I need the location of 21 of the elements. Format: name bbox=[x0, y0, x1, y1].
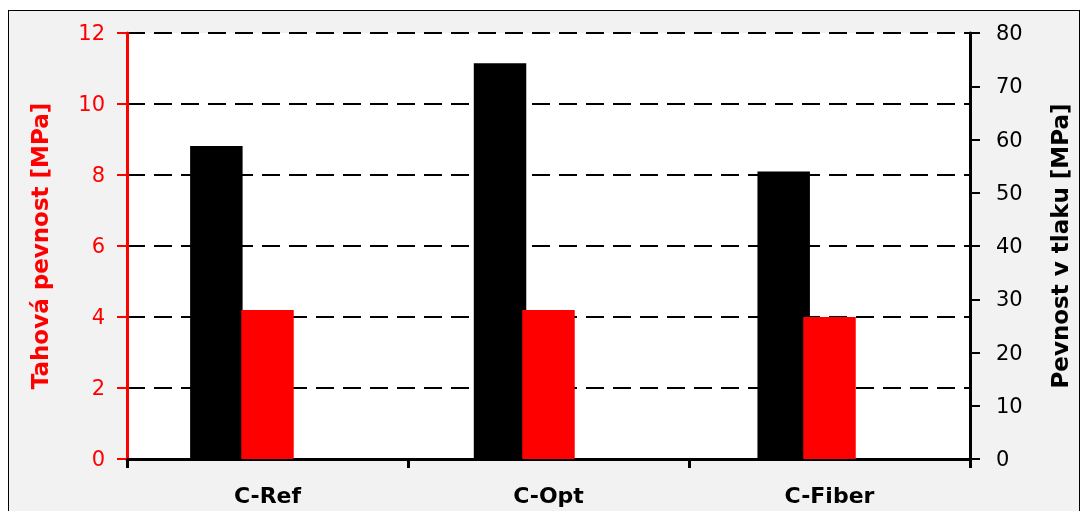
y-tick-label: 0 bbox=[91, 447, 105, 471]
x-tick-label: C-Ref bbox=[233, 482, 302, 508]
y2-tick-label: 80 bbox=[996, 21, 1023, 45]
x-tick-label: C-Fiber bbox=[784, 482, 875, 508]
y-tick-label: 8 bbox=[91, 163, 105, 187]
y2-tick-label: 20 bbox=[996, 340, 1023, 365]
x-tick-label: C-Opt bbox=[513, 482, 585, 508]
y2-tick-label: 70 bbox=[996, 74, 1023, 99]
y2-tick-label: 40 bbox=[996, 234, 1023, 258]
y2-tick-label: 60 bbox=[996, 127, 1023, 152]
y-tick-label: 6 bbox=[91, 234, 105, 258]
y2-tick-label: 50 bbox=[996, 180, 1023, 205]
y2-tick-label: 0 bbox=[996, 447, 1010, 471]
y-tick-label: 12 bbox=[78, 21, 105, 45]
y2-tick-label: 30 bbox=[996, 287, 1023, 312]
y2-tick-label: 10 bbox=[996, 393, 1023, 418]
y2-axis-title: Pevnost v tlaku [MPa] bbox=[1046, 103, 1073, 389]
y-tick-label: 4 bbox=[91, 305, 105, 329]
y-axis-title: Tahová pevnost [MPa] bbox=[26, 102, 53, 390]
y-tick-label: 10 bbox=[78, 92, 105, 116]
y-tick-label: 2 bbox=[91, 376, 105, 400]
